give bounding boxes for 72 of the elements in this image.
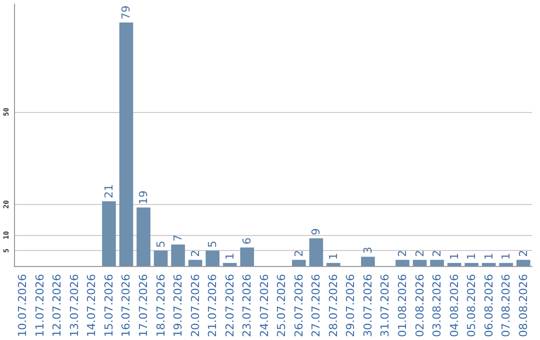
data-label: 3 <box>361 246 374 254</box>
data-label: 2 <box>430 250 444 257</box>
x-tick-label: 04.08.2026 <box>448 274 461 338</box>
bar <box>412 260 427 266</box>
x-tick-label: 08.08.2026 <box>516 274 530 338</box>
x-tick-label: 06.08.2026 <box>482 274 496 338</box>
x-tick-label: 17.07.2026 <box>137 274 150 338</box>
x-tick-label: 15.07.2026 <box>102 274 116 338</box>
x-tick-label: 01.08.2026 <box>396 274 409 338</box>
x-tick-label: 14.07.2026 <box>85 274 98 338</box>
bar <box>326 262 340 266</box>
data-label: 1 <box>326 252 340 260</box>
data-label: 2 <box>413 250 426 257</box>
bar <box>171 244 185 266</box>
x-tick-label: 10.07.2026 <box>16 274 30 338</box>
bar <box>464 262 478 266</box>
bar <box>396 260 410 266</box>
data-label: 5 <box>154 240 168 248</box>
x-tick-label: 11.07.2026 <box>33 274 46 338</box>
x-tick-label: 03.08.2026 <box>430 274 444 338</box>
x-tick-label: 02.08.2026 <box>413 274 426 338</box>
data-label: 1 <box>482 252 496 260</box>
x-tick-label: 22.07.2026 <box>223 274 236 338</box>
data-label: 6 <box>240 238 254 245</box>
data-label: 2 <box>188 250 202 257</box>
x-tick-label: 13.07.2026 <box>68 274 81 338</box>
bar <box>482 262 496 266</box>
data-label: 19 <box>137 190 150 204</box>
data-label: 1 <box>448 252 461 260</box>
x-tick-label: 19.07.2026 <box>172 274 185 338</box>
x-tick-label: 16.07.2026 <box>120 274 133 338</box>
x-tick-label: 26.07.2026 <box>292 274 306 338</box>
bar <box>154 250 168 266</box>
bar <box>447 262 462 266</box>
x-tick-label: 28.07.2026 <box>326 274 340 338</box>
bar <box>430 260 444 266</box>
data-label: 2 <box>396 250 409 257</box>
data-label: 21 <box>102 184 116 198</box>
bar <box>361 256 375 266</box>
x-tick-label: 25.07.2026 <box>275 274 288 338</box>
data-label: 1 <box>500 252 513 260</box>
x-tick-label: 21.07.2026 <box>206 274 220 338</box>
data-label: 1 <box>223 252 236 260</box>
data-label: 2 <box>516 250 530 257</box>
x-tick-label: 05.08.2026 <box>465 274 478 338</box>
bar <box>499 262 514 266</box>
bar <box>222 262 237 266</box>
data-label: 5 <box>206 240 220 248</box>
x-tick-label: 23.07.2026 <box>240 274 254 338</box>
x-tick-label: 29.07.2026 <box>344 274 358 338</box>
bar <box>240 248 254 266</box>
data-label: 79 <box>120 5 133 20</box>
x-tick-label: 24.07.2026 <box>258 274 271 338</box>
x-tick-label: 07.08.2026 <box>500 274 513 338</box>
data-label: 1 <box>465 252 478 260</box>
x-tick-label: 31.07.2026 <box>378 274 392 338</box>
bar <box>119 22 134 266</box>
bar <box>102 201 116 266</box>
bar <box>136 207 150 266</box>
bar <box>516 260 530 266</box>
bar <box>188 260 202 266</box>
x-tick-label: 18.07.2026 <box>154 274 168 338</box>
data-label: 9 <box>310 228 323 236</box>
bar <box>206 250 220 266</box>
data-label: 7 <box>172 234 185 242</box>
x-tick-label: 27.07.2026 <box>310 274 323 338</box>
x-tick-label: 30.07.2026 <box>361 274 374 338</box>
bar <box>309 238 324 266</box>
x-tick-label: 12.07.2026 <box>50 274 64 338</box>
data-label: 2 <box>292 250 306 257</box>
bar <box>292 260 306 266</box>
x-tick-label: 20.07.2026 <box>188 274 202 338</box>
